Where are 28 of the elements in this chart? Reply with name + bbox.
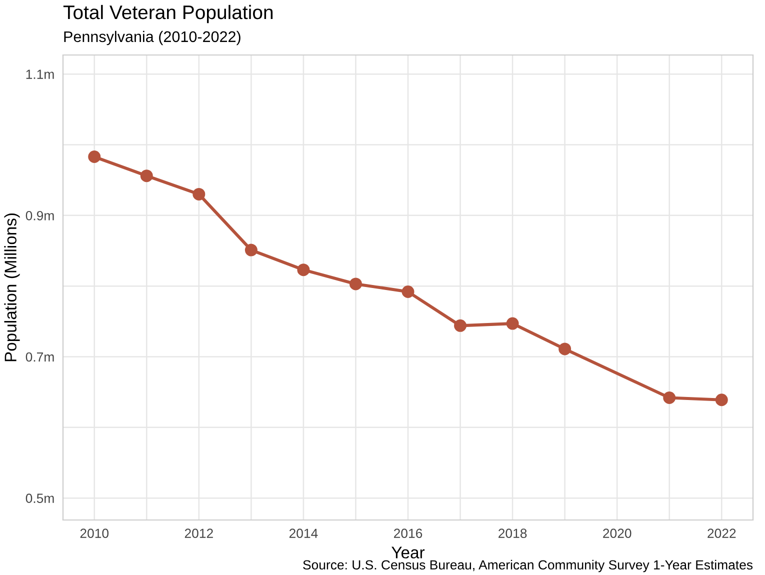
point bbox=[558, 342, 572, 356]
x-tick-label: 2012 bbox=[184, 528, 213, 538]
x-tick-label: 2018 bbox=[498, 528, 527, 538]
chart-subtitle: Pennsylvania (2010-2022) bbox=[64, 30, 240, 46]
point bbox=[244, 244, 258, 256]
point bbox=[454, 319, 467, 332]
x-tick-label: 2020 bbox=[603, 528, 632, 538]
point bbox=[297, 264, 310, 276]
x-tick-label: 2014 bbox=[289, 528, 318, 538]
chart-title: Total Veteran Population bbox=[63, 4, 273, 24]
x-tick-label: 2016 bbox=[394, 528, 422, 538]
x-tick-label: 2022 bbox=[708, 528, 736, 538]
x-axis-title: Year bbox=[392, 546, 425, 558]
point bbox=[349, 278, 362, 290]
point bbox=[88, 150, 101, 164]
x-tick-label: 2010 bbox=[80, 528, 109, 538]
point bbox=[402, 285, 414, 298]
y-axis-title: Population (Millions) bbox=[4, 214, 20, 362]
point bbox=[663, 391, 676, 404]
y-tick-label: 0.5m bbox=[26, 494, 54, 504]
y-tick-label: 0.9m bbox=[26, 210, 54, 220]
y-tick-label: 1.1m bbox=[26, 70, 54, 79]
source-note: Source: U.S. Census Bureau, American Community Survey 1-Year Estimates bbox=[303, 560, 753, 572]
y-tick-label: 0.7m bbox=[26, 352, 54, 362]
point bbox=[140, 170, 153, 182]
point bbox=[506, 317, 519, 330]
point bbox=[192, 188, 206, 200]
point bbox=[715, 394, 728, 406]
